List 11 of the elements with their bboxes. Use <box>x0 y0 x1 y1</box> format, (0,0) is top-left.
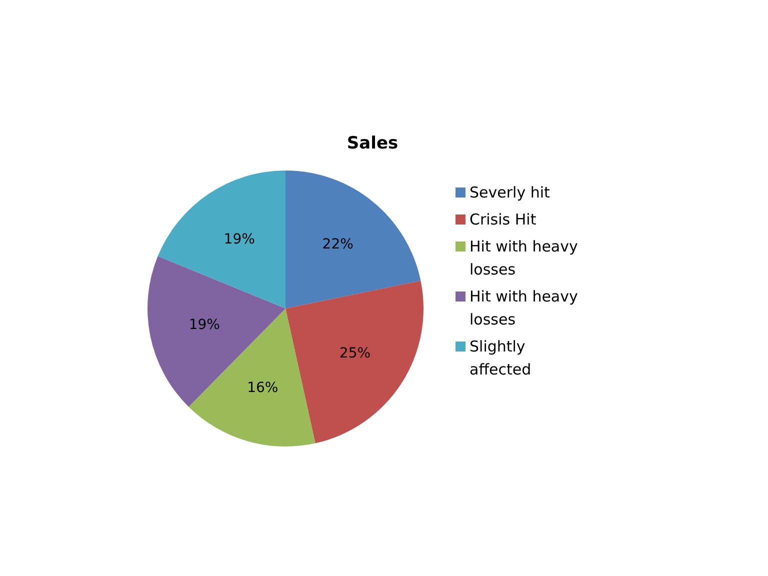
legend-label: Crisis Hit <box>470 210 536 228</box>
legend-label: Hit with heavy losses <box>470 238 578 278</box>
legend-label: Slightly affected <box>470 338 532 378</box>
data-label: 19% <box>224 232 255 248</box>
data-label: 22% <box>322 236 354 252</box>
legend-label: Hit with heavy losses <box>470 288 578 328</box>
legend-label: Severly hit <box>470 184 550 202</box>
data-label: 19% <box>188 317 220 334</box>
chart-title: Sales <box>346 134 398 154</box>
data-label: 25% <box>339 346 371 362</box>
data-label: 16% <box>247 380 278 396</box>
